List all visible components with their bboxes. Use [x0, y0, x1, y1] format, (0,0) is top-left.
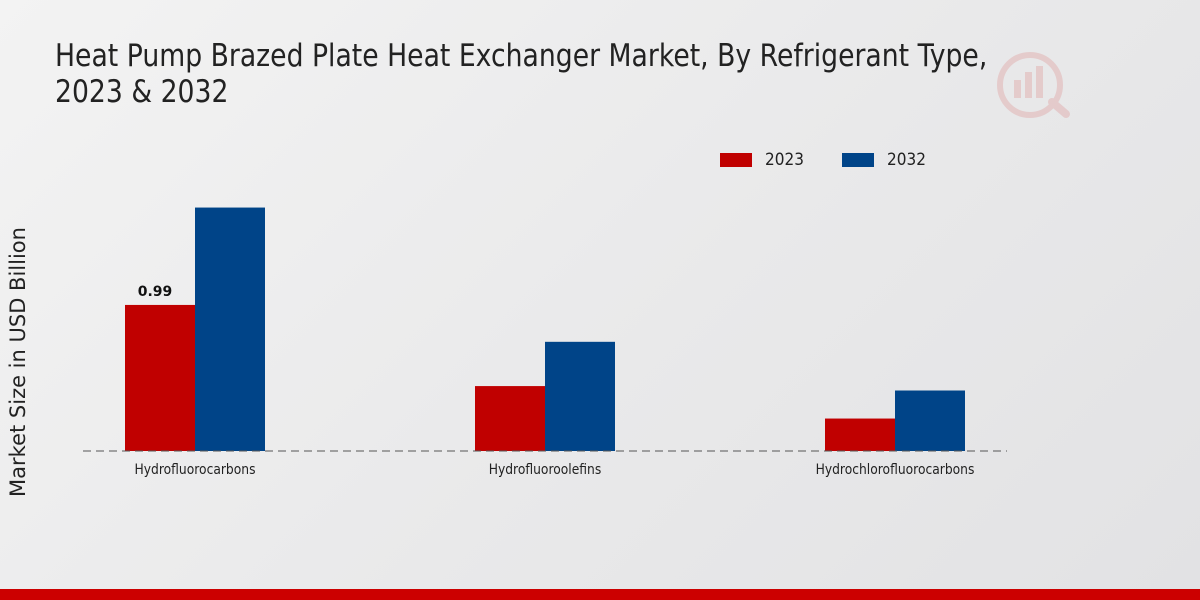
legend-item-2023: 2023 — [720, 150, 808, 170]
x-tick-label-hydrofluoroolefins: Hydrofluoroolefins — [489, 462, 602, 478]
bar-2023-hydrochlorofluorocarbons — [825, 418, 895, 451]
legend-label-2032: 2032 — [887, 150, 927, 170]
x-tick-label-hydrofluorocarbons: Hydrofluorocarbons — [135, 462, 256, 478]
bar-2023-hydrofluoroolefins — [475, 386, 545, 451]
data-label-2023-hydrofluorocarbons: 0.99 — [138, 284, 173, 300]
bar-2023-hydrofluorocarbons — [125, 304, 195, 451]
legend-swatch-2023 — [720, 153, 752, 167]
watermark-logo-icon — [997, 52, 1070, 118]
chart-title: Heat Pump Brazed Plate Heat Exchanger Ma… — [55, 38, 988, 110]
x-tick-label-hydrochlorofluorocarbons: Hydrochlorofluorocarbons — [816, 462, 975, 478]
legend-swatch-2032 — [842, 153, 875, 167]
footer-bar — [0, 589, 1200, 600]
legend-item-2032: 2032 — [842, 150, 930, 170]
chart-legend: 2023 2032 — [720, 148, 965, 172]
legend-label-2023: 2023 — [765, 150, 804, 170]
bar-2032-hydrochlorofluorocarbons — [895, 390, 965, 451]
bar-2032-hydrofluorocarbons — [195, 207, 265, 451]
bar-2032-hydrofluoroolefins — [545, 341, 615, 451]
